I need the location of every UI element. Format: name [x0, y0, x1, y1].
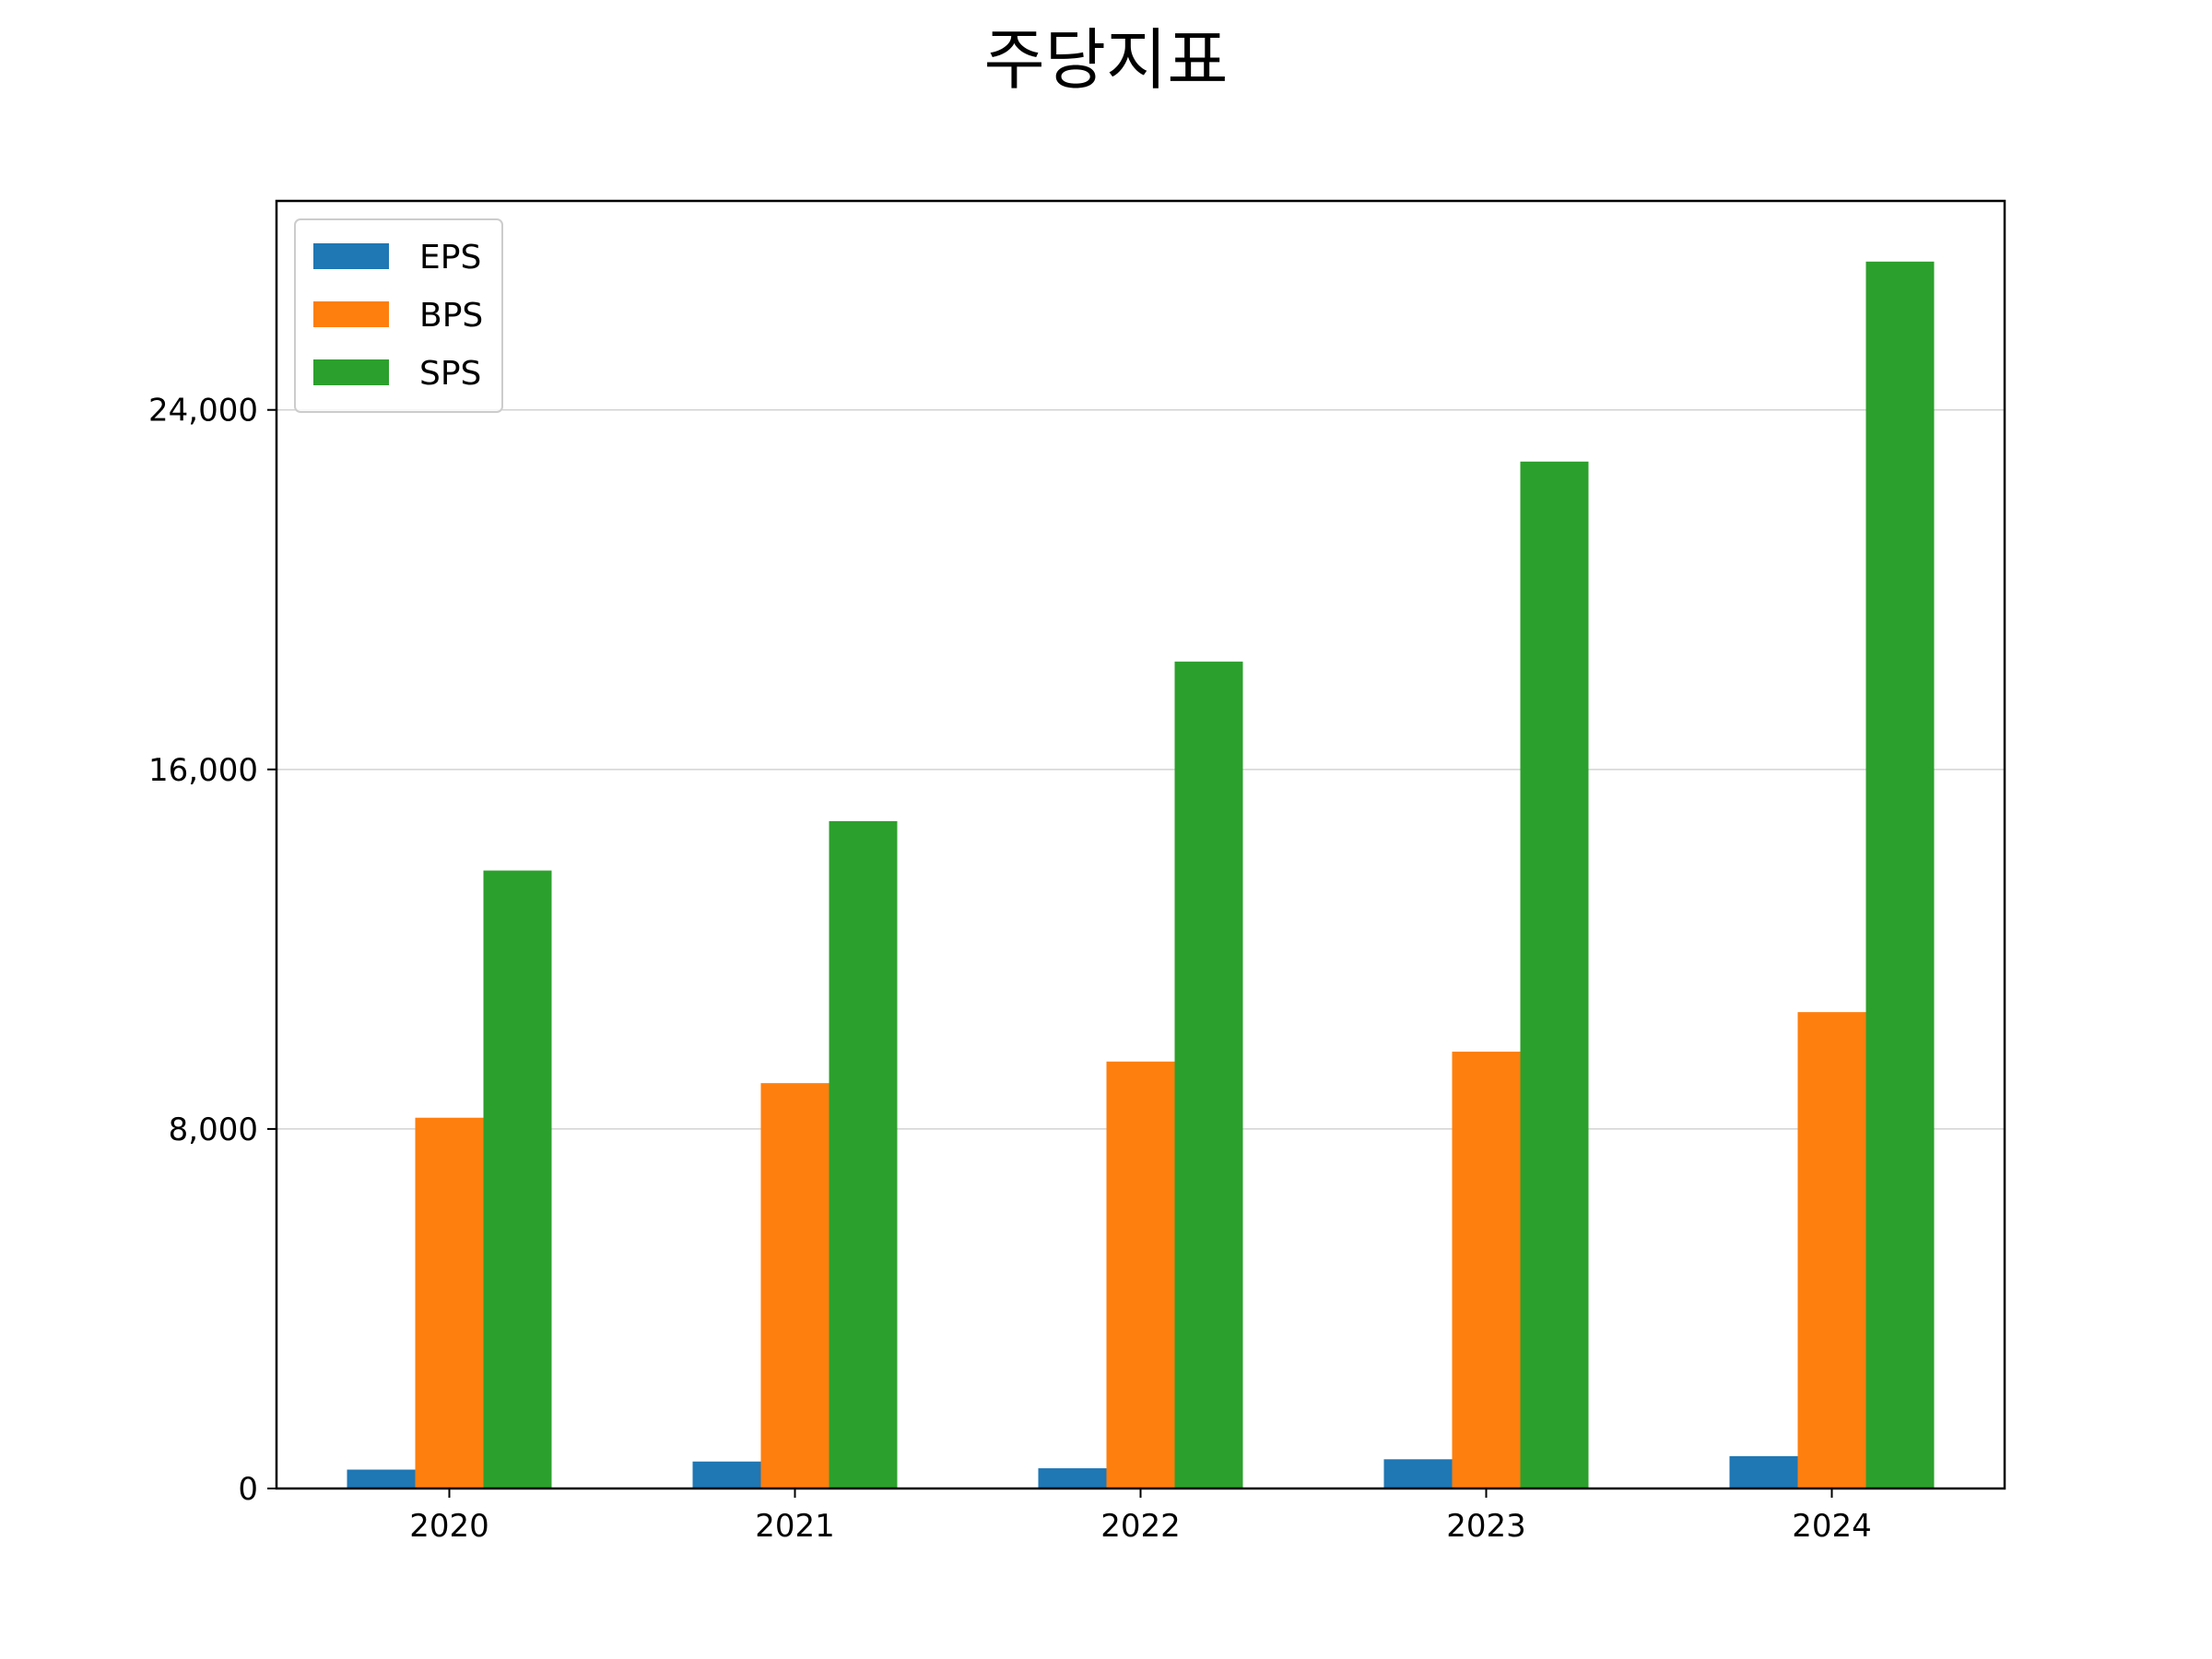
- x-tick-label: 2023: [1446, 1508, 1526, 1545]
- bar-sps-2023: [1520, 461, 1589, 1489]
- bar-bps-2020: [415, 1117, 484, 1488]
- x-axis: 2020 2021 2022 2023 2024: [409, 1488, 1872, 1545]
- y-tick-label: 16,000: [148, 752, 258, 789]
- legend-label-bps: BPS: [419, 297, 483, 335]
- x-tick-label: 2024: [1792, 1508, 1872, 1545]
- x-tick-label: 2021: [755, 1508, 835, 1545]
- bar-bps-2022: [1106, 1061, 1175, 1488]
- y-tick-label: 24,000: [148, 393, 258, 429]
- bar-eps-2023: [1383, 1459, 1453, 1488]
- bar-series: [347, 261, 1935, 1489]
- x-tick-label: 2020: [409, 1508, 489, 1545]
- bar-eps-2020: [347, 1469, 416, 1488]
- y-tick-label: 0: [238, 1471, 258, 1508]
- bar-sps-2022: [1174, 661, 1243, 1488]
- legend: EPS BPS SPS: [294, 218, 503, 413]
- legend-swatch-sps: [313, 359, 389, 385]
- bar-eps-2022: [1038, 1468, 1107, 1488]
- bar-eps-2024: [1729, 1455, 1798, 1488]
- y-tick-label: 8,000: [169, 1112, 258, 1148]
- bar-sps-2020: [483, 870, 552, 1488]
- legend-swatch-bps: [313, 301, 389, 327]
- bar-bps-2024: [1797, 1012, 1866, 1488]
- bar-bps-2021: [760, 1083, 830, 1488]
- bar-bps-2023: [1452, 1052, 1521, 1488]
- legend-swatch-eps: [313, 243, 389, 269]
- chart-title: 주당지표: [984, 21, 1229, 99]
- legend-label-sps: SPS: [419, 355, 481, 393]
- bar-sps-2024: [1865, 261, 1935, 1488]
- x-tick-label: 2022: [1100, 1508, 1181, 1545]
- y-axis: 0 8,000 16,000 24,000: [148, 393, 276, 1508]
- legend-label-eps: EPS: [419, 239, 481, 276]
- bar-eps-2021: [692, 1461, 761, 1488]
- bar-sps-2021: [829, 820, 898, 1488]
